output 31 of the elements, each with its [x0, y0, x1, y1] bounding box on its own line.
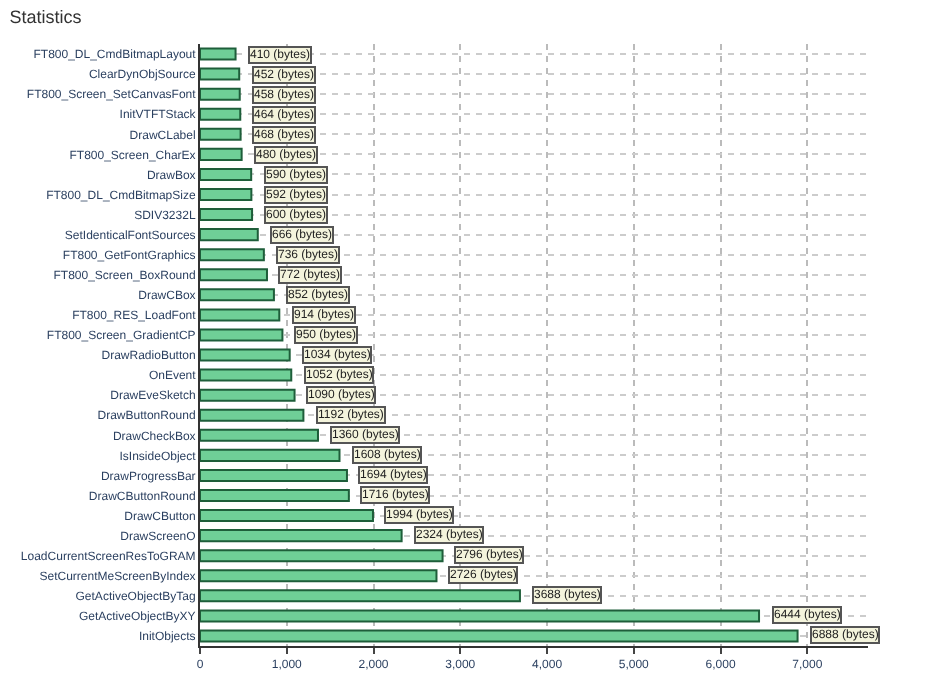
- bar: [200, 288, 275, 302]
- bar: [200, 228, 259, 242]
- bar: [200, 529, 403, 543]
- bar: [200, 167, 253, 181]
- bar: [200, 589, 521, 603]
- bar: [200, 47, 237, 61]
- bar: [200, 549, 444, 563]
- bar: [200, 187, 253, 202]
- bar: [200, 408, 305, 422]
- bar: [200, 107, 242, 121]
- bar: [200, 328, 284, 342]
- bar: [200, 308, 281, 322]
- bar: [200, 208, 254, 222]
- bar: [200, 629, 799, 643]
- bar: [200, 248, 265, 262]
- bar: [200, 368, 293, 382]
- bar: [200, 509, 374, 523]
- bar: [200, 569, 438, 583]
- bar: [200, 448, 341, 462]
- bar: [200, 488, 350, 503]
- bar: [200, 127, 242, 141]
- bar: [200, 268, 268, 282]
- bar: [200, 428, 319, 442]
- bar: [200, 468, 348, 482]
- bar: [200, 609, 761, 623]
- bar: [200, 87, 241, 101]
- bar: [200, 147, 243, 161]
- text: Statistics: [9, 7, 83, 28]
- bar: [200, 348, 291, 362]
- bar: [200, 67, 241, 81]
- bar: [200, 388, 296, 402]
